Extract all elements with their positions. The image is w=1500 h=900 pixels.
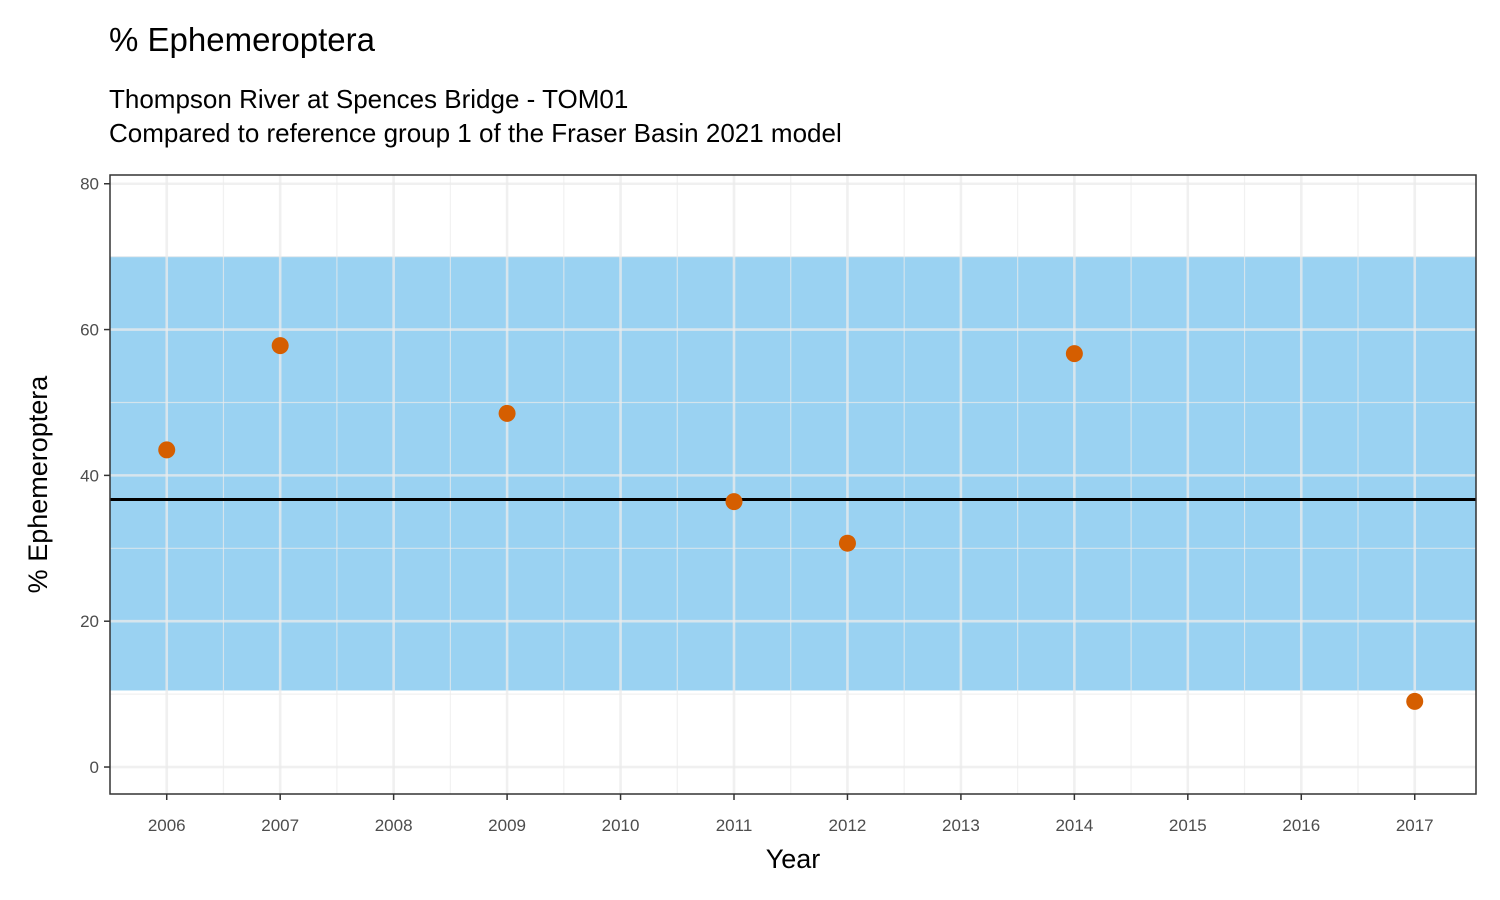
y-tick-label: 40 (80, 466, 99, 485)
y-axis-title: % Ephemeroptera (23, 375, 53, 594)
x-tick-label: 2013 (942, 816, 980, 835)
y-tick-label: 20 (80, 612, 99, 631)
major-gridlines (110, 175, 1476, 794)
x-tick-label: 2007 (261, 816, 299, 835)
chart-subtitle-line-1: Thompson River at Spences Bridge - TOM01 (109, 84, 628, 114)
y-tick-label: 60 (80, 321, 99, 340)
y-tick-label: 0 (90, 758, 99, 777)
data-points (158, 337, 1424, 710)
x-axis-title: Year (766, 844, 821, 874)
x-tick-label: 2017 (1396, 816, 1434, 835)
x-tick-label: 2006 (148, 816, 186, 835)
x-tick-label: 2014 (1055, 816, 1093, 835)
data-point (725, 493, 743, 511)
y-tick-label: 80 (80, 175, 99, 194)
data-point (498, 404, 516, 422)
x-tick-label: 2016 (1282, 816, 1320, 835)
reference-band (110, 256, 1476, 691)
x-tick-label: 2011 (716, 816, 753, 835)
data-point (158, 441, 176, 459)
data-point (1406, 692, 1424, 710)
x-tick-label: 2010 (602, 816, 640, 835)
y-axis: 0 20 40 60 80 (80, 175, 110, 777)
plot-border (109, 174, 1477, 795)
chart-subtitle-line-2: Compared to reference group 1 of the Fra… (109, 118, 842, 148)
x-tick-label: 2008 (375, 816, 413, 835)
minor-gridlines (110, 175, 1476, 794)
data-point (1065, 345, 1083, 363)
x-tick-label: 2009 (488, 816, 526, 835)
data-point (271, 337, 289, 355)
x-tick-label: 2012 (829, 816, 867, 835)
data-point (838, 534, 856, 552)
x-tick-label: 2015 (1169, 816, 1207, 835)
x-axis: 2006 2007 2008 2009 2010 2011 2012 2013 2014 2015… (148, 794, 1434, 835)
chart-title: % Ephemeroptera (109, 21, 376, 58)
